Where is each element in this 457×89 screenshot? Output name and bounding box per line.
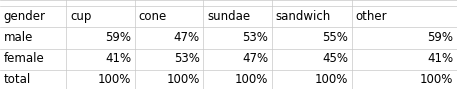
Text: other: other [356, 10, 387, 23]
Text: total: total [4, 73, 31, 86]
Text: 45%: 45% [322, 52, 348, 65]
Text: cup: cup [70, 10, 91, 23]
Text: 100%: 100% [98, 73, 131, 86]
Text: gender: gender [4, 10, 46, 23]
Text: 47%: 47% [174, 31, 200, 44]
Text: 100%: 100% [166, 73, 200, 86]
Text: 100%: 100% [420, 73, 453, 86]
Text: 41%: 41% [105, 52, 131, 65]
Text: 53%: 53% [242, 31, 268, 44]
Text: 47%: 47% [242, 52, 268, 65]
Text: male: male [4, 31, 33, 44]
Text: cone: cone [138, 10, 167, 23]
Text: 53%: 53% [174, 52, 200, 65]
Text: 100%: 100% [235, 73, 268, 86]
Text: sundae: sundae [207, 10, 250, 23]
Text: sandwich: sandwich [276, 10, 331, 23]
Text: 59%: 59% [105, 31, 131, 44]
Text: 59%: 59% [427, 31, 453, 44]
Text: female: female [4, 52, 44, 65]
Text: 55%: 55% [322, 31, 348, 44]
Text: 41%: 41% [427, 52, 453, 65]
Text: 100%: 100% [315, 73, 348, 86]
